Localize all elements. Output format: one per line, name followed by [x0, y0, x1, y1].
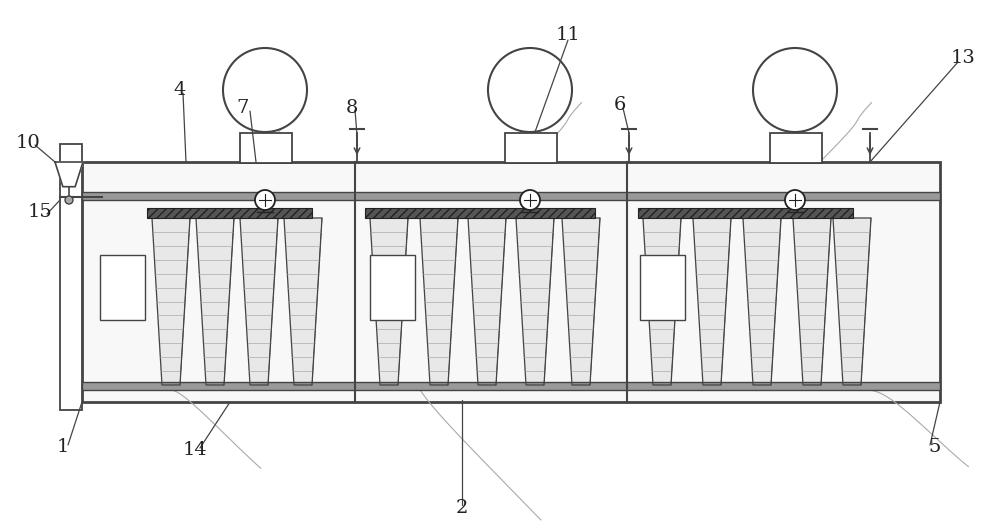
Text: 15: 15	[28, 203, 52, 221]
Polygon shape	[370, 218, 408, 385]
Polygon shape	[516, 218, 554, 385]
Bar	[82, 192, 940, 200]
Circle shape	[785, 190, 805, 210]
Polygon shape	[743, 218, 781, 385]
Bar	[82, 382, 940, 390]
Bar	[100, 255, 145, 320]
Circle shape	[223, 48, 307, 132]
Text: 2: 2	[456, 499, 468, 517]
Polygon shape	[833, 218, 871, 385]
Bar	[82, 162, 940, 402]
Polygon shape	[693, 218, 731, 385]
Text: 4: 4	[174, 81, 186, 99]
Text: 14: 14	[183, 441, 207, 459]
Polygon shape	[562, 218, 600, 385]
Polygon shape	[420, 218, 458, 385]
Polygon shape	[793, 218, 831, 385]
Bar	[638, 208, 853, 218]
Polygon shape	[468, 218, 506, 385]
Bar	[60, 144, 82, 410]
Text: 8: 8	[346, 99, 358, 117]
Text: 7: 7	[237, 99, 249, 117]
Text: 1: 1	[57, 438, 69, 456]
Polygon shape	[196, 218, 234, 385]
Bar	[147, 208, 312, 218]
Circle shape	[753, 48, 837, 132]
Circle shape	[520, 190, 540, 210]
Circle shape	[255, 190, 275, 210]
Polygon shape	[284, 218, 322, 385]
Circle shape	[488, 48, 572, 132]
Circle shape	[65, 196, 73, 204]
Polygon shape	[55, 162, 83, 187]
Bar	[770, 133, 822, 163]
Polygon shape	[152, 218, 190, 385]
Bar	[640, 255, 685, 320]
Bar	[505, 133, 557, 163]
Bar	[365, 208, 595, 218]
Polygon shape	[643, 218, 681, 385]
Bar	[370, 255, 415, 320]
Text: 10: 10	[16, 134, 40, 152]
Bar	[240, 133, 292, 163]
Polygon shape	[240, 218, 278, 385]
Text: 11: 11	[556, 26, 580, 44]
Text: 13: 13	[951, 49, 975, 67]
Text: 5: 5	[929, 438, 941, 456]
Text: 6: 6	[614, 96, 626, 114]
